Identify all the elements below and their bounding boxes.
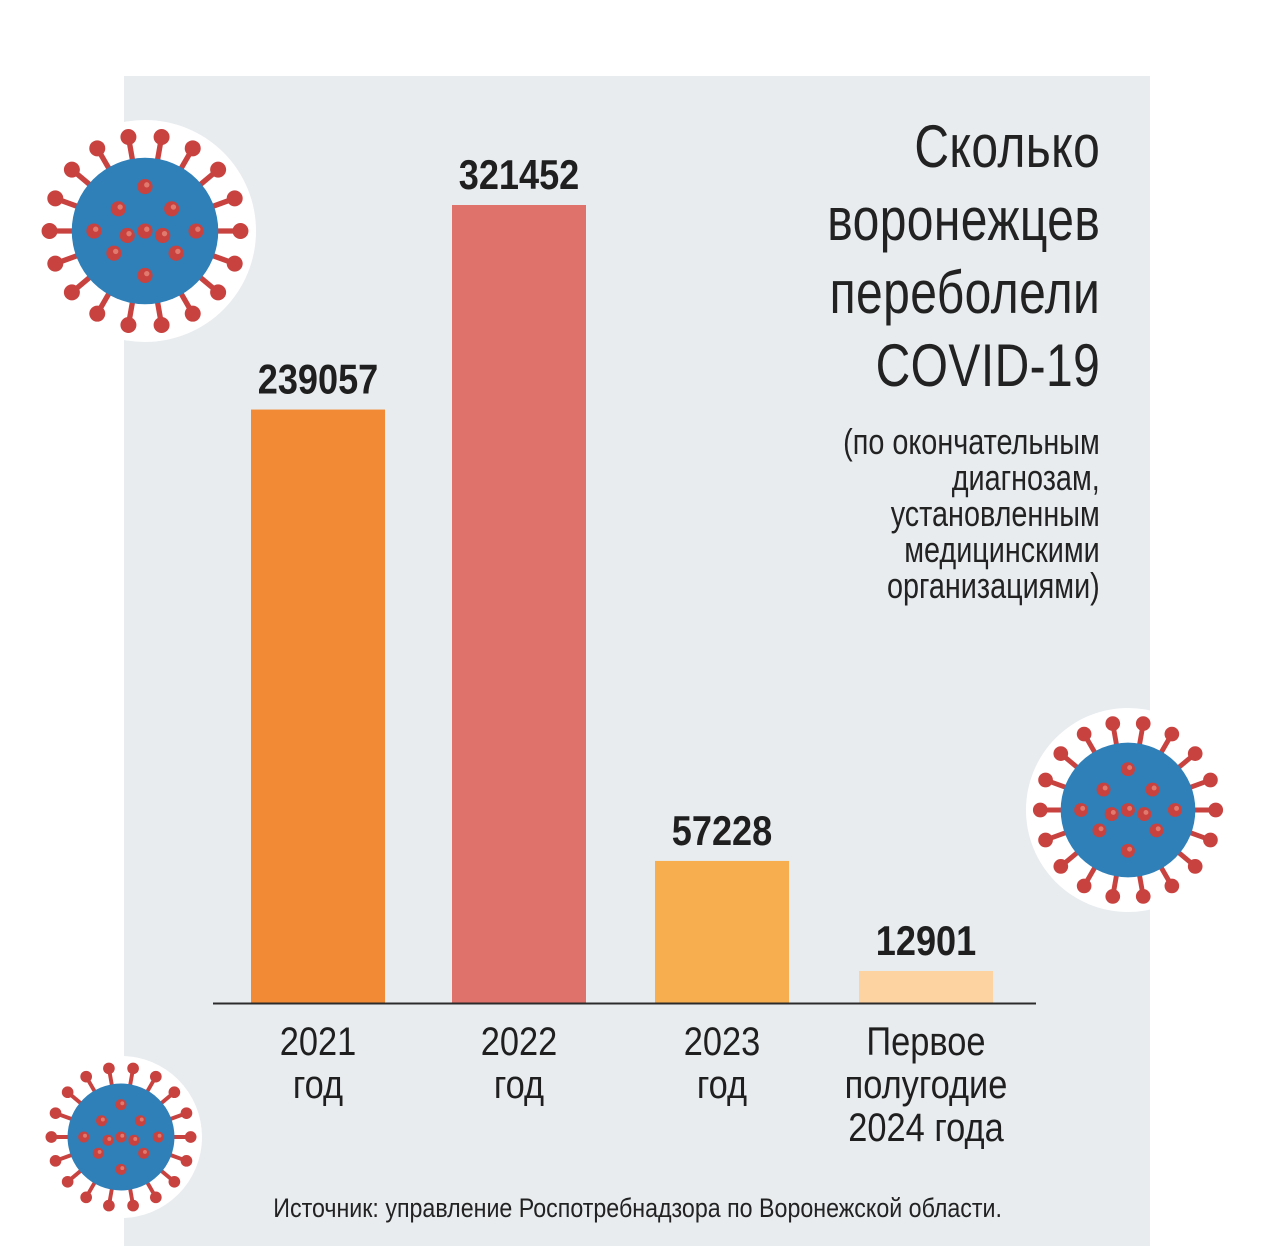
value-label-3: 12901	[876, 919, 976, 965]
category-label-2-0: 2023	[684, 1019, 761, 1064]
category-label-3-2: 2024 года	[848, 1105, 1004, 1150]
category-label-1-0: 2022	[481, 1019, 558, 1064]
value-label-2: 57228	[672, 808, 772, 854]
chart-subtitle: (по окончательным диагнозам, установленн…	[843, 421, 1100, 606]
bar-0	[251, 409, 385, 1003]
chart-title: Сколько воронежцев переболели COVID-19	[759, 110, 1100, 402]
bar-3	[859, 970, 993, 1003]
category-label-2-1: год	[697, 1062, 747, 1107]
coronavirus-icon	[1026, 708, 1230, 912]
source-note: Источник: управление Роспотребнадзора по…	[0, 1193, 1276, 1224]
value-label-1: 321452	[459, 153, 579, 199]
coronavirus-icon	[40, 1056, 202, 1218]
bar-1	[452, 205, 586, 1003]
category-label-1-1: год	[494, 1062, 544, 1107]
value-label-0: 239057	[258, 357, 378, 403]
title-text: Сколько воронежцев переболели COVID-19	[827, 113, 1100, 399]
category-label-0-1: год	[293, 1062, 343, 1107]
category-label-3-0: Первое	[866, 1019, 985, 1064]
source-text: Источник: управление Роспотребнадзора по…	[273, 1193, 1003, 1223]
bar-2	[655, 860, 789, 1003]
category-label-0-0: 2021	[280, 1019, 357, 1064]
coronavirus-icon	[34, 120, 256, 342]
category-label-3-1: полугодие	[845, 1062, 1008, 1107]
